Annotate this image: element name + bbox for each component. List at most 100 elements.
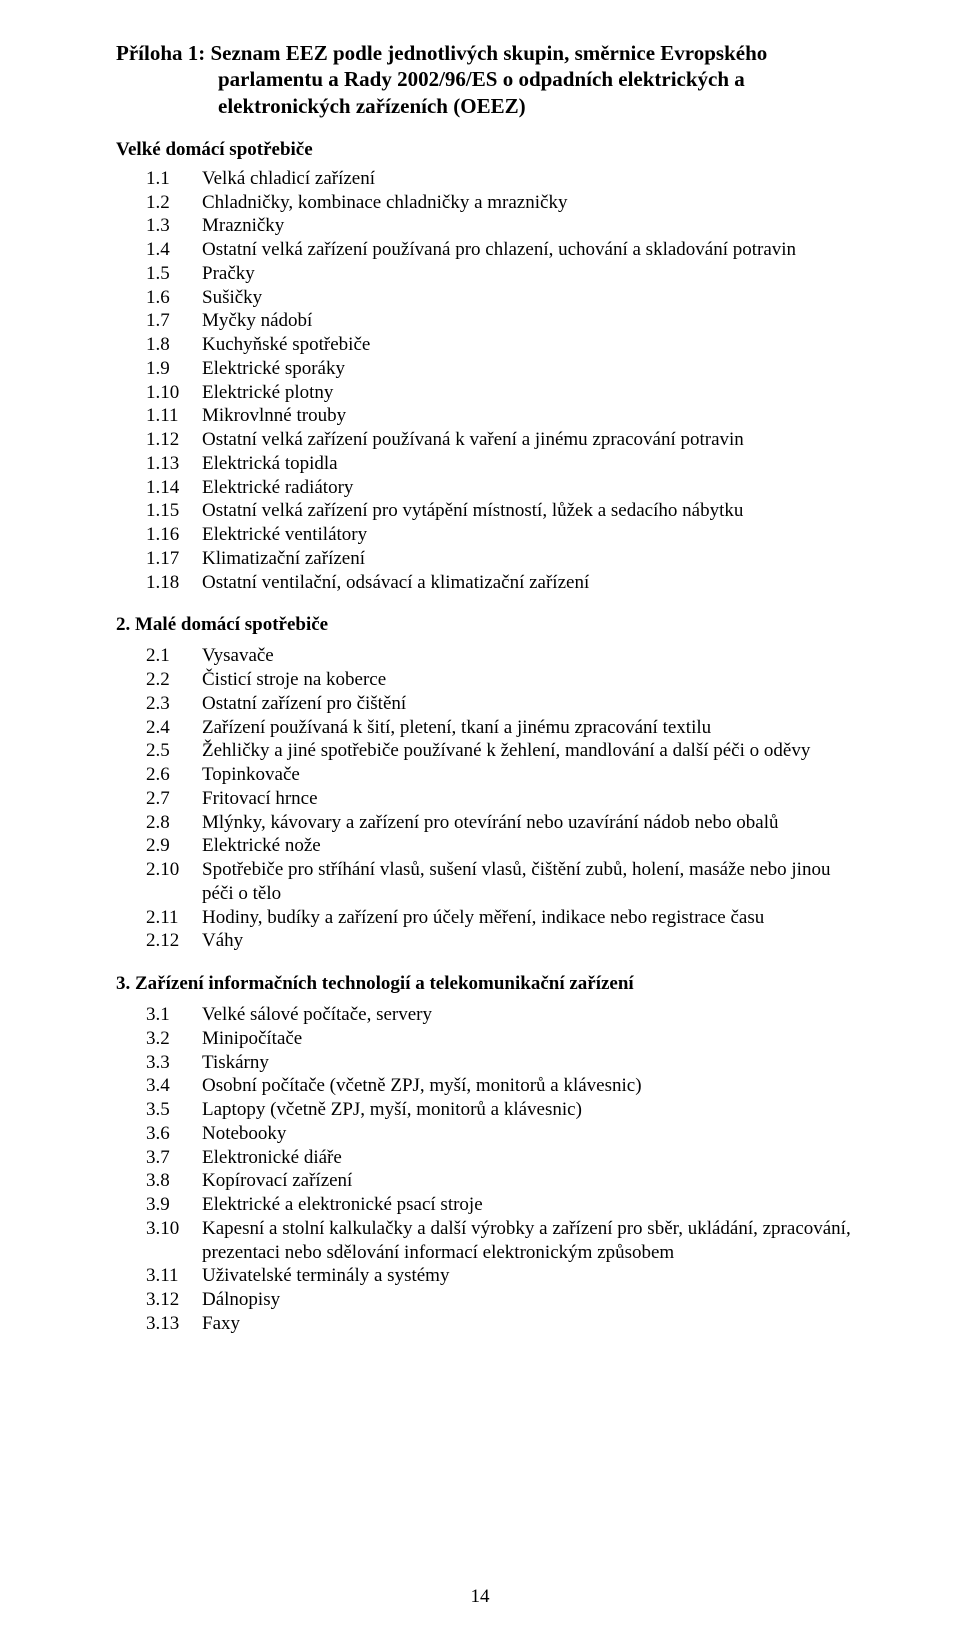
list-item-text: Spotřebiče pro stříhání vlasů, sušení vl…: [202, 858, 860, 906]
list-item-text: Elektronické diáře: [202, 1146, 860, 1170]
list-item: 1.14Elektrické radiátory: [146, 476, 860, 500]
list-item-text: Chladničky, kombinace chladničky a mrazn…: [202, 191, 860, 215]
title-line-1: Příloha 1: Seznam EEZ podle jednotlivých…: [116, 41, 767, 65]
list-item-text: Mikrovlnné trouby: [202, 404, 860, 428]
list-item: 3.9Elektrické a elektronické psací stroj…: [146, 1193, 860, 1217]
list-item-number: 1.8: [146, 333, 202, 357]
title-line-2: parlamentu a Rady 2002/96/ES o odpadních…: [116, 66, 860, 92]
section-item-list: 1.1Velká chladicí zařízení1.2Chladničky,…: [146, 167, 860, 595]
list-item-text: Dálnopisy: [202, 1288, 860, 1312]
list-item-text: Elektrické radiátory: [202, 476, 860, 500]
list-item-text: Elektrická topidla: [202, 452, 860, 476]
list-item-number: 3.11: [146, 1264, 202, 1288]
list-item: 1.3Mrazničky: [146, 214, 860, 238]
list-item: 1.12Ostatní velká zařízení používaná k v…: [146, 428, 860, 452]
list-item-number: 3.6: [146, 1122, 202, 1146]
list-item: 3.10Kapesní a stolní kalkulačky a další …: [146, 1217, 860, 1265]
list-item-text: Ostatní velká zařízení pro vytápění míst…: [202, 499, 860, 523]
list-item: 2.4Zařízení používaná k šití, pletení, t…: [146, 716, 860, 740]
list-item-text: Myčky nádobí: [202, 309, 860, 333]
section-heading: Velké domácí spotřebiče: [116, 139, 860, 161]
list-item-number: 2.3: [146, 692, 202, 716]
list-item: 1.13Elektrická topidla: [146, 452, 860, 476]
list-item-number: 1.18: [146, 571, 202, 595]
list-item-number: 2.2: [146, 668, 202, 692]
list-item: 3.6Notebooky: [146, 1122, 860, 1146]
list-item: 1.9Elektrické sporáky: [146, 357, 860, 381]
list-item: 1.7Myčky nádobí: [146, 309, 860, 333]
list-item: 1.16Elektrické ventilátory: [146, 523, 860, 547]
list-item: 1.11Mikrovlnné trouby: [146, 404, 860, 428]
list-item-text: Ostatní ventilační, odsávací a klimatiza…: [202, 571, 860, 595]
list-item-text: Mlýnky, kávovary a zařízení pro otevírán…: [202, 811, 860, 835]
list-item-number: 2.8: [146, 811, 202, 835]
list-item-number: 3.7: [146, 1146, 202, 1170]
list-item-text: Elektrické a elektronické psací stroje: [202, 1193, 860, 1217]
list-item: 3.13Faxy: [146, 1312, 860, 1336]
list-item: 2.11Hodiny, budíky a zařízení pro účely …: [146, 906, 860, 930]
list-item: 1.15Ostatní velká zařízení pro vytápění …: [146, 499, 860, 523]
list-item-number: 1.5: [146, 262, 202, 286]
list-item-text: Pračky: [202, 262, 860, 286]
page-title: Příloha 1: Seznam EEZ podle jednotlivých…: [116, 40, 860, 119]
list-item-text: Kuchyňské spotřebiče: [202, 333, 860, 357]
list-item: 3.3Tiskárny: [146, 1051, 860, 1075]
list-item-number: 2.5: [146, 739, 202, 763]
list-item-text: Minipočítače: [202, 1027, 860, 1051]
list-item: 2.5Žehličky a jiné spotřebiče používané …: [146, 739, 860, 763]
list-item: 1.6Sušičky: [146, 286, 860, 310]
list-item-text: Tiskárny: [202, 1051, 860, 1075]
list-item-text: Hodiny, budíky a zařízení pro účely měře…: [202, 906, 860, 930]
list-item-number: 2.10: [146, 858, 202, 906]
list-item-number: 1.9: [146, 357, 202, 381]
list-item-number: 1.13: [146, 452, 202, 476]
list-item: 2.2Čisticí stroje na koberce: [146, 668, 860, 692]
list-item-text: Elektrické plotny: [202, 381, 860, 405]
list-item: 2.3Ostatní zařízení pro čištění: [146, 692, 860, 716]
list-item-number: 3.3: [146, 1051, 202, 1075]
list-item: 3.11Uživatelské terminály a systémy: [146, 1264, 860, 1288]
list-item: 1.4Ostatní velká zařízení používaná pro …: [146, 238, 860, 262]
list-item-text: Čisticí stroje na koberce: [202, 668, 860, 692]
list-item: 1.8Kuchyňské spotřebiče: [146, 333, 860, 357]
list-item: 2.7Fritovací hrnce: [146, 787, 860, 811]
list-item-number: 3.8: [146, 1169, 202, 1193]
list-item-number: 1.12: [146, 428, 202, 452]
list-item-text: Velké sálové počítače, servery: [202, 1003, 860, 1027]
list-item-number: 3.13: [146, 1312, 202, 1336]
list-item-text: Vysavače: [202, 644, 860, 668]
list-item: 2.1Vysavače: [146, 644, 860, 668]
list-item: 2.6Topinkovače: [146, 763, 860, 787]
list-item-text: Sušičky: [202, 286, 860, 310]
list-item-number: 2.4: [146, 716, 202, 740]
list-item-number: 1.4: [146, 238, 202, 262]
list-item-text: Velká chladicí zařízení: [202, 167, 860, 191]
list-item-text: Mrazničky: [202, 214, 860, 238]
section-item-list: 2.1Vysavače2.2Čisticí stroje na koberce2…: [146, 644, 860, 953]
document-page: Příloha 1: Seznam EEZ podle jednotlivých…: [0, 0, 960, 1644]
list-item-number: 2.9: [146, 834, 202, 858]
list-item-number: 3.5: [146, 1098, 202, 1122]
list-item-text: Osobní počítače (včetně ZPJ, myší, monit…: [202, 1074, 860, 1098]
list-item-number: 3.1: [146, 1003, 202, 1027]
page-number: 14: [0, 1586, 960, 1608]
list-item-text: Fritovací hrnce: [202, 787, 860, 811]
list-item-text: Faxy: [202, 1312, 860, 1336]
list-item: 1.5Pračky: [146, 262, 860, 286]
section-heading: 3. Zařízení informačních technologií a t…: [116, 973, 860, 995]
list-item-number: 1.2: [146, 191, 202, 215]
list-item-number: 2.6: [146, 763, 202, 787]
list-item-text: Kapesní a stolní kalkulačky a další výro…: [202, 1217, 860, 1265]
list-item-text: Váhy: [202, 929, 860, 953]
list-item: 1.10Elektrické plotny: [146, 381, 860, 405]
list-item: 1.18Ostatní ventilační, odsávací a klima…: [146, 571, 860, 595]
list-item-number: 3.12: [146, 1288, 202, 1312]
list-item-number: 3.10: [146, 1217, 202, 1265]
list-item-number: 1.17: [146, 547, 202, 571]
list-item: 3.7Elektronické diáře: [146, 1146, 860, 1170]
list-item-number: 3.2: [146, 1027, 202, 1051]
list-item-text: Zařízení používaná k šití, pletení, tkan…: [202, 716, 860, 740]
list-item-text: Elektrické nože: [202, 834, 860, 858]
list-item-text: Elektrické ventilátory: [202, 523, 860, 547]
list-item: 1.1Velká chladicí zařízení: [146, 167, 860, 191]
